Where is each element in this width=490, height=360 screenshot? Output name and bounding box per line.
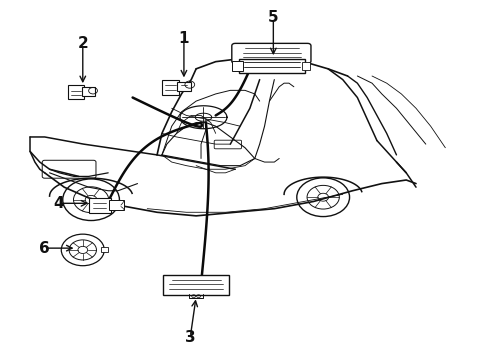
FancyBboxPatch shape <box>82 87 95 96</box>
FancyBboxPatch shape <box>176 82 191 91</box>
FancyBboxPatch shape <box>42 160 96 178</box>
Text: 3: 3 <box>185 329 196 345</box>
Text: 4: 4 <box>53 196 64 211</box>
FancyBboxPatch shape <box>232 43 311 63</box>
FancyBboxPatch shape <box>101 247 108 252</box>
Text: 5: 5 <box>268 10 279 26</box>
FancyBboxPatch shape <box>163 275 229 295</box>
FancyBboxPatch shape <box>162 80 178 95</box>
FancyBboxPatch shape <box>232 61 243 71</box>
FancyBboxPatch shape <box>214 140 242 149</box>
Text: 6: 6 <box>39 240 50 256</box>
FancyBboxPatch shape <box>68 85 84 99</box>
FancyBboxPatch shape <box>302 62 311 70</box>
FancyBboxPatch shape <box>239 59 305 73</box>
FancyBboxPatch shape <box>109 200 124 211</box>
FancyBboxPatch shape <box>89 198 111 213</box>
Text: 2: 2 <box>77 36 88 51</box>
Text: 1: 1 <box>179 31 189 46</box>
